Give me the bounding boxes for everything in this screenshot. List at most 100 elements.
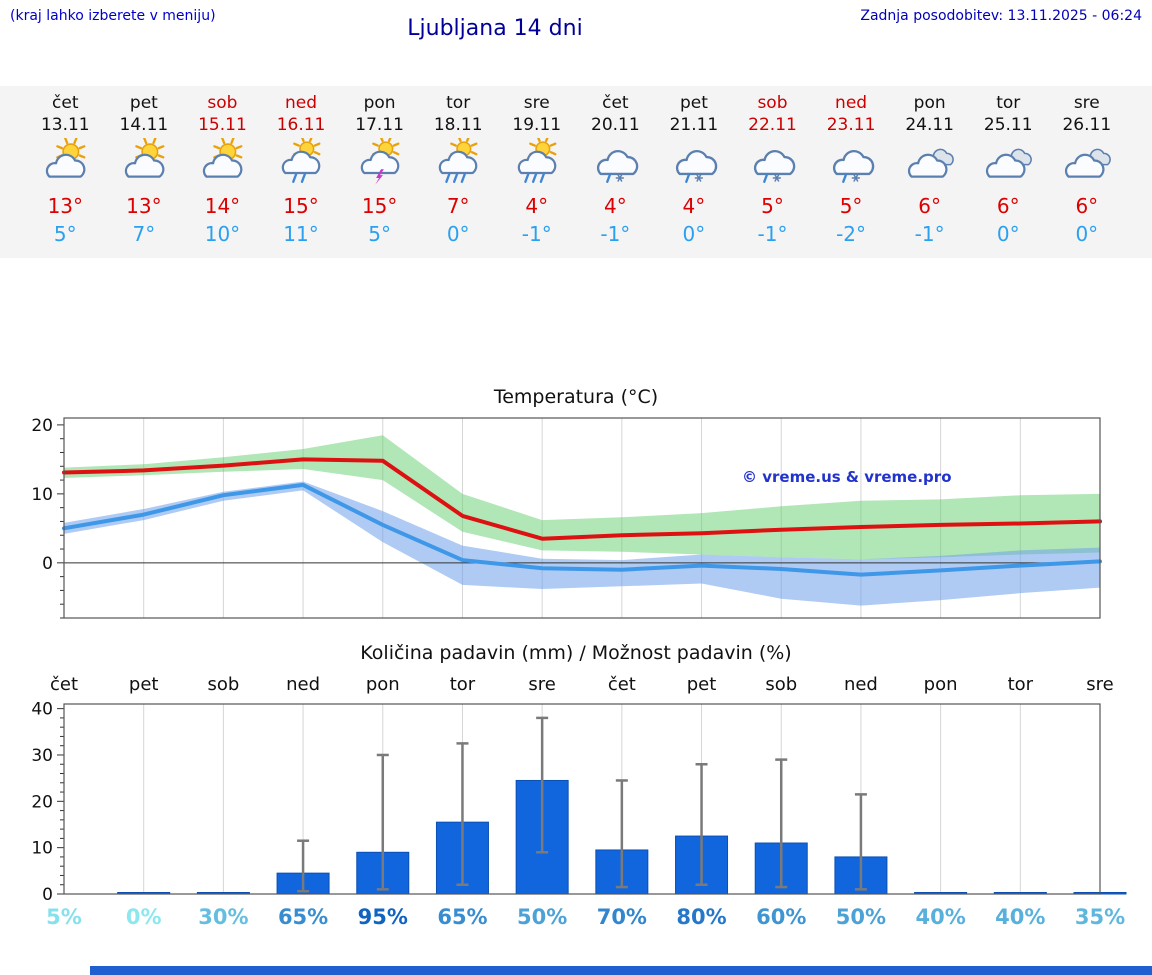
watermark-link[interactable]: © vreme.us & vreme.pro [742,468,952,486]
forecast-day[interactable]: tor 18.11 7° 0° [419,92,498,258]
svg-text:30: 30 [31,746,53,766]
precip-day-label: sob [207,674,239,695]
sleet-icon [812,138,891,190]
precip-probability: 50% [836,905,886,929]
temp-min: -2° [836,222,867,246]
day-name: pon [913,93,946,113]
day-date: 24.11 [905,115,954,135]
precip-day-label: ned [286,674,320,695]
temp-max: 4° [525,194,549,218]
day-name: sre [523,93,550,113]
day-name: ned [835,93,868,113]
precip-day-label: pet [129,674,159,695]
temp-max: 15° [283,194,319,218]
temp-min: 0° [996,222,1020,246]
forecast-strip: čet 13.11 13° 5° pet 14.11 13° 7° sob 15.11 14° 10°… [0,86,1152,258]
temperature-chart: 0 10 20 © vreme.us & vreme.pro [31,416,1102,619]
partly-sunny-icon [183,137,262,190]
forecast-day[interactable]: pon 17.11 15° 5° [340,92,419,258]
sun-storm-icon [340,135,419,190]
day-name: sob [207,93,238,113]
cloudy-icon [1048,138,1127,190]
day-date: 16.11 [276,115,326,135]
precip-day-label: pon [366,674,400,695]
forecast-day[interactable]: čet 13.11 13° 5° [26,92,105,258]
temp-max: 13° [126,194,162,218]
day-date: 21.11 [669,115,719,135]
day-date: 18.11 [433,115,483,135]
temp-max: 6° [996,194,1020,218]
menu-hint-note: (kraj lahko izberete v meniju) [10,8,216,24]
temp-min: 5° [368,222,391,246]
day-date: 13.11 [40,115,90,135]
svg-text:40: 40 [31,700,53,720]
temp-max: 4° [682,194,706,218]
temp-max: 5° [761,194,784,218]
forecast-day[interactable]: sob 15.11 14° 10° [183,92,262,258]
precip-probability: 50% [517,905,567,929]
precip-probability: 65% [437,905,487,929]
temp-max: 6° [1075,194,1099,218]
temp-max: 7° [446,194,470,218]
temp-min: 0° [446,222,470,246]
day-date: 19.11 [512,115,562,135]
cloudy-icon [969,138,1048,190]
precip-day-label: sob [765,674,797,695]
temp-min: 11° [283,222,319,246]
temp-max: 15° [361,194,398,218]
day-name: čet [602,93,629,113]
precip-day-label: pon [924,674,958,695]
forecast-day[interactable]: ned 16.11 15° 11° [262,92,341,258]
precip-probability: 65% [278,905,328,929]
day-date: 25.11 [983,115,1033,135]
forecast-day[interactable]: pet 14.11 13° 7° [105,92,184,258]
day-name: pet [679,93,708,113]
day-date: 20.11 [591,115,640,135]
sun-rain-icon [262,135,341,190]
precip-day-label: pet [687,674,717,695]
precip-probability: 40% [995,905,1045,929]
day-date: 17.11 [355,115,404,135]
page-title: Ljubljana 14 dni [407,16,583,41]
svg-text:10: 10 [31,485,53,505]
forecast-day[interactable]: ned 23.11 5° -2° [812,92,891,258]
sun-heavy-rain-icon [419,135,498,190]
forecast-day[interactable]: sre 19.11 4° -1° [497,92,576,258]
day-name: čet [52,93,79,113]
forecast-day[interactable]: sob 22.11 5° -1° [733,92,812,258]
forecast-day[interactable]: čet 20.11 4° -1° [576,92,655,258]
partly-sunny-icon [105,137,184,190]
precip-probability: 0% [126,905,162,929]
day-name: pon [363,93,396,113]
day-date: 23.11 [826,115,876,135]
footer-bar [90,966,1152,975]
last-update-text: Zadnja posodobitev: 13.11.2025 - 06:24 [860,8,1142,24]
temp-min: 7° [132,222,156,246]
forecast-day[interactable]: pet 21.11 4° 0° [655,92,734,258]
precip-day-label: sre [528,674,555,695]
sleet-icon [733,138,812,190]
svg-text:0: 0 [42,554,53,574]
temp-min: 10° [204,222,241,246]
day-name: sob [757,93,788,113]
forecast-day[interactable]: pon 24.11 6° -1° [890,92,969,258]
partly-sunny-icon [26,137,105,190]
forecast-day[interactable]: tor 25.11 6° 0° [969,92,1048,258]
precip-probability: 5% [46,905,82,929]
temp-max: 4° [603,194,627,218]
precip-probability: 70% [597,905,647,929]
day-name: sre [1073,93,1100,113]
day-name: ned [285,93,318,113]
precip-day-label: tor [450,674,476,695]
precip-day-label: čet [50,674,78,695]
day-date: 26.11 [1062,115,1112,135]
cloudy-icon [890,138,969,190]
temp-min: 0° [682,222,706,246]
forecast-day[interactable]: sre 26.11 6° 0° [1048,92,1127,258]
temp-min: -1° [521,222,552,246]
temp-min: -1° [914,222,945,246]
day-date: 22.11 [748,115,797,135]
precip-day-label: sre [1086,674,1113,695]
precip-probability: 35% [1075,905,1125,929]
